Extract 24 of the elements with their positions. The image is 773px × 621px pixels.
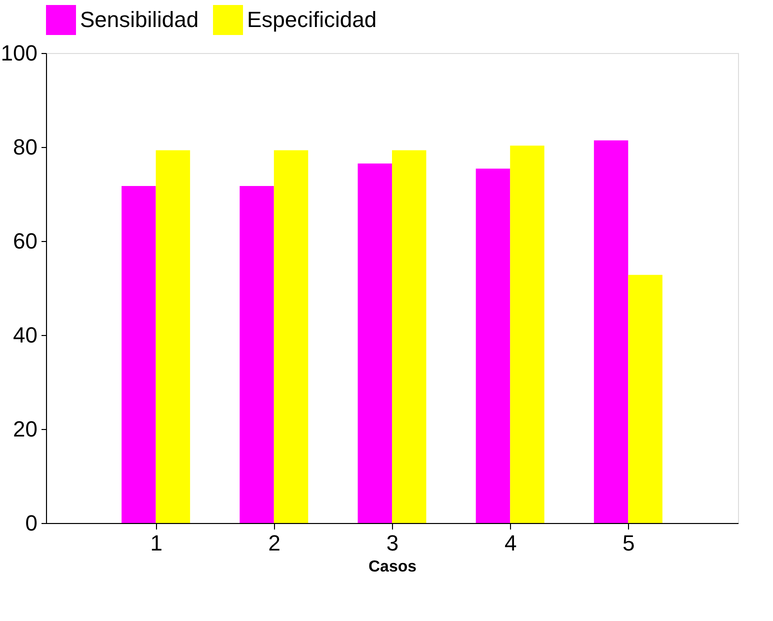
x-tick-label: 3 <box>386 530 399 556</box>
y-tick-label: 80 <box>13 134 38 160</box>
x-tick-label: 2 <box>268 530 281 556</box>
x-tick-label: 1 <box>150 530 162 556</box>
bar <box>510 146 544 523</box>
bar <box>476 168 510 523</box>
x-tick-label: 5 <box>622 530 635 556</box>
y-tick-label: 20 <box>13 416 38 442</box>
legend-label: Especificidad <box>247 7 377 32</box>
bar <box>392 150 426 523</box>
y-tick-label: 60 <box>13 228 38 254</box>
legend-label: Sensibilidad <box>80 7 199 32</box>
bar <box>274 150 308 523</box>
x-axis-title: Casos <box>368 558 417 576</box>
bar <box>122 186 156 523</box>
bar <box>358 163 392 523</box>
y-tick-label: 0 <box>25 510 38 536</box>
bar <box>628 274 662 523</box>
y-tick-label: 40 <box>13 322 38 348</box>
x-tick-label: 4 <box>504 530 517 556</box>
y-tick-label: 100 <box>0 40 38 66</box>
bar <box>240 186 274 523</box>
bar <box>156 150 190 523</box>
bar <box>594 140 628 523</box>
